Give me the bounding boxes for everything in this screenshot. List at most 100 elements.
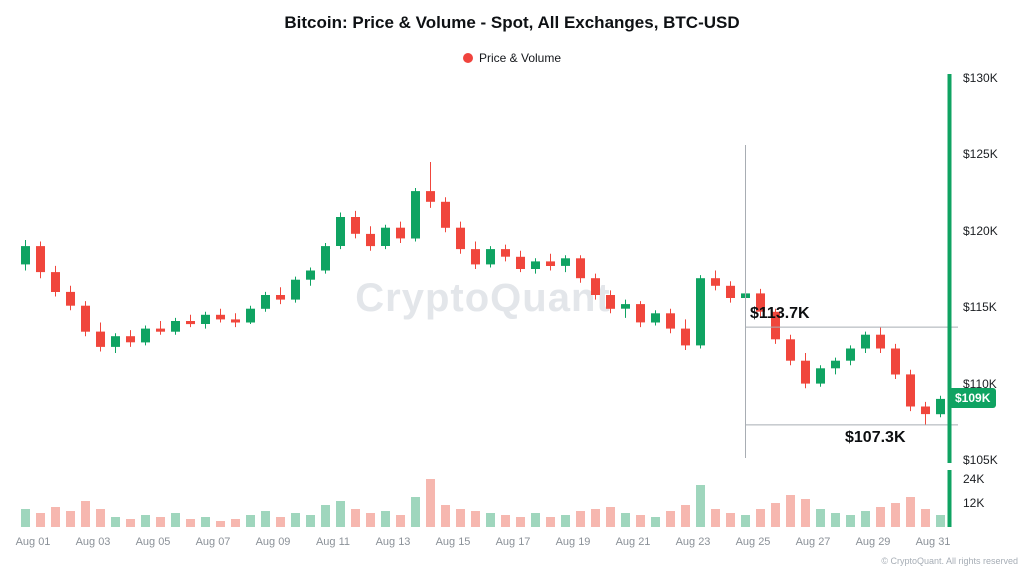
page-title: Bitcoin: Price & Volume - Spot, All Exch…: [284, 13, 740, 32]
volume-bar: [786, 495, 795, 527]
candle-body: [171, 321, 180, 332]
candle-body: [921, 406, 930, 415]
volume-bar: [66, 511, 75, 527]
candle-body: [816, 368, 825, 384]
candle-body: [261, 295, 270, 309]
candle-body: [21, 246, 30, 265]
volume-bar: [876, 507, 885, 527]
volume-axis-label: 24K: [963, 472, 985, 486]
volume-bar: [681, 505, 690, 527]
volume-bar: [756, 509, 765, 527]
legend[interactable]: Price & Volume: [0, 51, 1024, 65]
x-axis-label: Aug 29: [855, 536, 891, 548]
candle-body: [276, 295, 285, 300]
x-axis-label: Aug 01: [15, 536, 51, 548]
price-axis-label: $130K: [963, 71, 998, 85]
volume-bar: [771, 503, 780, 527]
candle-body: [456, 227, 465, 250]
volume-bar: [621, 513, 630, 527]
candle-body: [876, 334, 885, 349]
candle-body: [246, 308, 255, 323]
price-axis-label: $105K: [963, 453, 998, 467]
candle-body: [681, 328, 690, 346]
volume-bar: [486, 513, 495, 527]
volume-bar: [441, 505, 450, 527]
candle-body: [906, 374, 915, 407]
candle-body: [96, 331, 105, 347]
volume-bar: [21, 509, 30, 527]
volume-bar: [711, 509, 720, 527]
candle-body: [651, 313, 660, 323]
x-axis-label: Aug 17: [495, 536, 531, 548]
volume-bar: [426, 479, 435, 527]
candle-body: [621, 304, 630, 309]
candle-body: [546, 261, 555, 266]
annotation-low-label: $107.3K: [845, 429, 906, 446]
volume-bar: [306, 515, 315, 527]
volume-bar: [651, 517, 660, 527]
candle-body: [231, 319, 240, 323]
volume-bar: [576, 511, 585, 527]
candle-body: [426, 191, 435, 202]
volume-bar: [201, 517, 210, 527]
candle-body: [66, 291, 75, 306]
annotation-high-label: $113.7K: [750, 305, 810, 322]
candle-body: [381, 227, 390, 246]
volume-bar: [96, 509, 105, 527]
price-axis-label: $125K: [963, 147, 998, 162]
candle-body: [891, 348, 900, 375]
candle-body: [441, 201, 450, 228]
candle-body: [591, 278, 600, 295]
volume-bar: [561, 515, 570, 527]
volume-bar: [366, 513, 375, 527]
candle-body: [561, 258, 570, 266]
volume-bar: [831, 513, 840, 527]
x-axis-label: Aug 09: [255, 536, 291, 548]
candle-body: [411, 191, 420, 239]
volume-bar: [351, 509, 360, 527]
volume-bar: [936, 515, 945, 527]
x-axis-label: Aug 15: [435, 536, 471, 548]
candle-body: [801, 360, 810, 384]
candle-body: [576, 258, 585, 279]
candle-body: [306, 270, 315, 280]
volume-bar: [741, 515, 750, 527]
volume-bar: [246, 515, 255, 527]
volume-bar: [906, 497, 915, 527]
candle-body: [531, 261, 540, 269]
volume-bar: [726, 513, 735, 527]
x-axis-label: Aug 11: [315, 536, 351, 548]
candle-body: [666, 313, 675, 329]
volume-bar: [801, 499, 810, 527]
volume-bar: [636, 515, 645, 527]
price-axis-label: $120K: [963, 223, 998, 238]
candle-body: [291, 279, 300, 300]
candle-body: [846, 348, 855, 361]
legend-dot-icon: [462, 53, 473, 63]
x-axis-label: Aug 21: [615, 536, 651, 548]
volume-bar: [81, 501, 90, 527]
volume-bar: [321, 505, 330, 527]
volume-bar: [606, 507, 615, 527]
candle-body: [216, 314, 225, 320]
candle-body: [81, 305, 90, 332]
volume-bar: [456, 509, 465, 527]
price-axis-label: $110K: [963, 376, 997, 391]
candle-body: [321, 246, 330, 271]
volume-bar: [216, 521, 225, 527]
candle-body: [366, 233, 375, 247]
volume-bar: [591, 509, 600, 527]
x-axis-label: Aug 19: [555, 536, 591, 548]
volume-bar: [891, 503, 900, 527]
candle-body: [141, 328, 150, 343]
legend-label: Price & Volume: [478, 51, 562, 65]
volume-bar: [921, 509, 930, 527]
candle-body: [51, 272, 60, 292]
volume-bar: [276, 517, 285, 527]
candle-body: [156, 328, 165, 332]
volume-bar: [171, 513, 180, 527]
x-axis-label: Aug 07: [195, 536, 231, 548]
candle-body: [36, 246, 45, 273]
volume-bar: [36, 513, 45, 527]
